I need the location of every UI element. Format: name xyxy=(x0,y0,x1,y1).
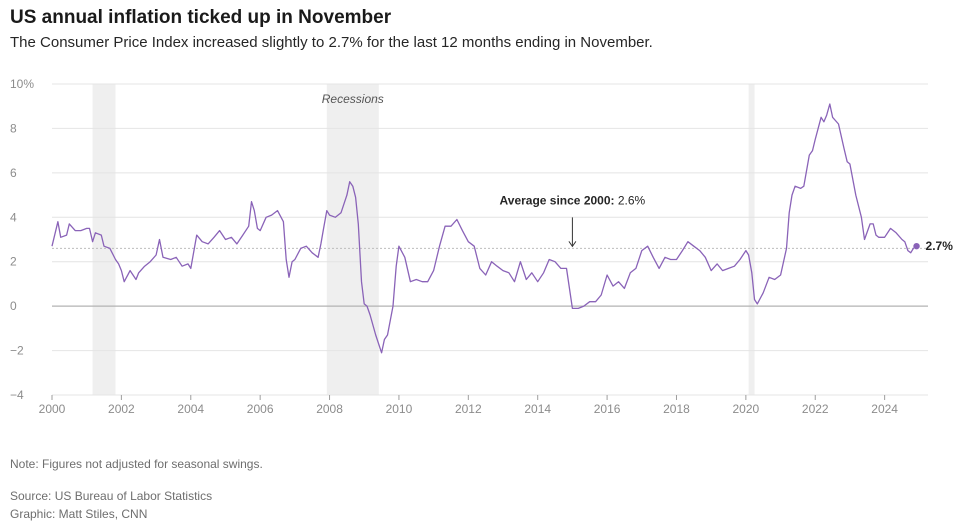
gridlines xyxy=(52,83,928,396)
x-tick-label: 2008 xyxy=(316,402,343,416)
chart-subtitle: The Consumer Price Index increased sligh… xyxy=(10,34,653,51)
y-tick-label: 8 xyxy=(10,121,17,135)
recession-band-2 xyxy=(326,84,379,395)
x-tick-label: 2002 xyxy=(108,402,135,416)
x-axis-tick-labels: 2000 2002 2004 2006 2008 2010 2012 2014 2016 2018… xyxy=(39,394,928,416)
y-tick-label: 4 xyxy=(10,210,17,224)
x-tick-label: 2000 xyxy=(39,402,66,416)
inflation-line-chart: −4 −2 0 2 4 6 8 10% 2000 2002 2004 2006 2008 2010 201… xyxy=(10,77,954,416)
recession-label: Recessions xyxy=(322,92,384,106)
credit-line: Graphic: Matt Stiles, CNN xyxy=(10,507,148,521)
last-value-label: 2.7% xyxy=(926,239,954,253)
y-tick-label: −2 xyxy=(10,344,24,358)
average-arrow-head xyxy=(568,241,577,248)
y-tick-label: −4 xyxy=(10,388,24,402)
last-data-point xyxy=(913,242,920,250)
average-arrow xyxy=(568,217,577,248)
x-tick-label: 2018 xyxy=(663,402,690,416)
y-axis-tick-labels: −4 −2 0 2 4 6 8 10% xyxy=(10,77,34,402)
x-tick-label: 2004 xyxy=(177,402,204,416)
average-annotation-value: 2.6% xyxy=(618,193,646,207)
y-tick-label: 6 xyxy=(10,166,17,180)
recession-band-3 xyxy=(748,84,755,395)
x-tick-label: 2016 xyxy=(594,402,621,416)
x-tick-label: 2024 xyxy=(871,402,898,416)
recession-band-1 xyxy=(92,84,116,395)
average-annotation: Average since 2000: 2.6% xyxy=(500,193,646,207)
y-tick-label: 0 xyxy=(10,299,17,313)
x-tick-label: 2020 xyxy=(733,402,760,416)
y-tick-label: 10% xyxy=(10,77,34,91)
chart-title: US annual inflation ticked up in Novembe… xyxy=(10,7,392,28)
x-tick-label: 2006 xyxy=(247,402,274,416)
x-tick-label: 2010 xyxy=(386,402,413,416)
footnote: Note: Figures not adjusted for seasonal … xyxy=(10,457,263,471)
y-tick-label: 2 xyxy=(10,255,17,269)
average-annotation-label: Average since 2000: xyxy=(500,193,615,207)
source-line: Source: US Bureau of Labor Statistics xyxy=(10,489,213,503)
x-tick-label: 2022 xyxy=(802,402,829,416)
series-line-cpi xyxy=(51,103,917,354)
recession-bands xyxy=(92,84,755,395)
x-tick-label: 2012 xyxy=(455,402,482,416)
x-tick-label: 2014 xyxy=(524,402,551,416)
